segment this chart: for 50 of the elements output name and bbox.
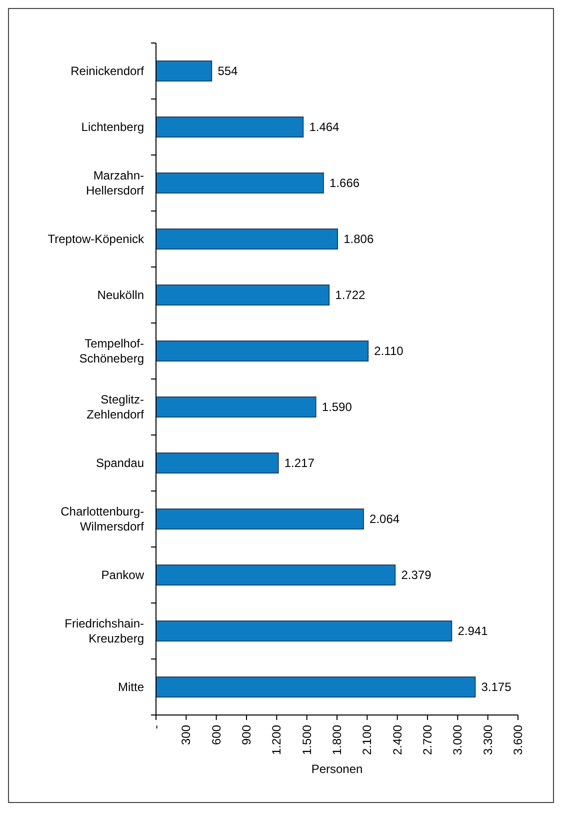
bar (156, 172, 324, 194)
bar (156, 228, 338, 250)
bar (156, 676, 476, 698)
data-label: 1.722 (335, 288, 366, 302)
x-tick-label: 3.300 (480, 724, 495, 756)
data-label: 1.806 (344, 232, 374, 246)
x-tick-label: 2.100 (360, 724, 374, 756)
y-tick-label: Steglitz- Zehlendorf (86, 392, 145, 422)
bar (156, 452, 279, 474)
x-tick-label: 2.700 (420, 724, 434, 756)
x-axis-title: Personen (311, 762, 363, 776)
x-tick-label: 3.000 (450, 724, 465, 756)
x-tick-label: 1.200 (270, 724, 284, 756)
y-tick-label: Reinickendorf (70, 64, 145, 78)
y-tick-label: Marzahn- Hellersdorf (86, 168, 145, 198)
y-tick-label: Neukölln (97, 288, 144, 302)
bar (156, 340, 369, 362)
x-tick-label: 3.600 (511, 724, 525, 756)
data-label: 2.941 (458, 624, 488, 638)
y-tick-label: Treptow-Köpenick (48, 232, 145, 246)
x-tick-label: 300 (179, 724, 194, 746)
y-tick-label: Charlottenburg- Wilmersdorf (60, 504, 145, 534)
data-label: 1.590 (322, 400, 352, 414)
x-tick-label: 1.800 (330, 724, 344, 756)
x-tick-label: - (149, 725, 163, 729)
data-label: 1.464 (309, 120, 340, 134)
x-tick-label: 2.400 (390, 724, 404, 756)
y-tick-label: Pankow (101, 568, 144, 582)
x-tick-label: 1.500 (300, 724, 314, 756)
bar (156, 284, 330, 306)
y-tick-label: Friedrichshain- Kreuzberg (64, 616, 144, 646)
y-tick-label: Lichtenberg (81, 120, 144, 134)
bar (156, 620, 452, 642)
y-tick-label: Tempelhof- Schöneberg (79, 336, 144, 366)
data-label: 1.217 (284, 456, 315, 470)
bar (156, 60, 212, 82)
y-tick-label: Spandau (96, 456, 144, 470)
bar (156, 116, 304, 138)
x-tick-label: 900 (240, 724, 254, 746)
data-label: 554 (218, 64, 238, 78)
y-tick-label: Mitte (118, 680, 144, 694)
bar (156, 564, 396, 586)
data-label: 3.175 (481, 680, 512, 694)
bar (156, 508, 364, 530)
data-label: 2.110 (374, 344, 404, 358)
bar (156, 396, 316, 418)
data-label: 2.064 (370, 512, 400, 526)
data-label: 2.379 (401, 568, 432, 582)
data-label: 1.666 (330, 176, 360, 190)
x-tick-label: 600 (209, 724, 224, 746)
